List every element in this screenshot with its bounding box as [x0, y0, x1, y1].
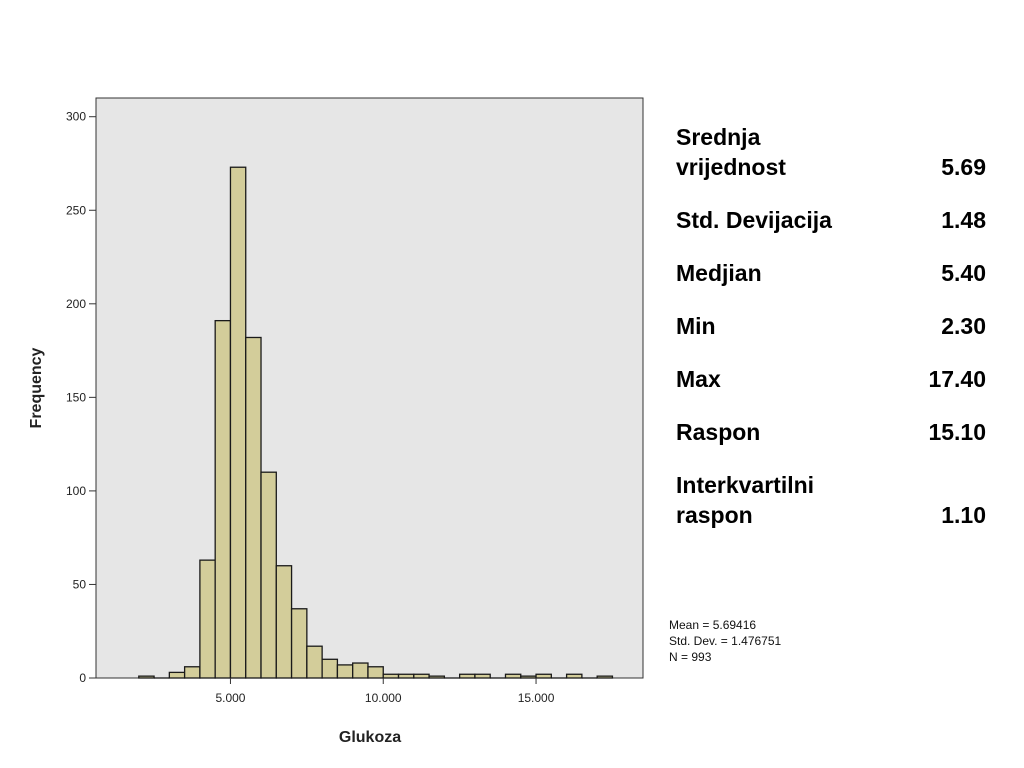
histogram-bar	[245, 336, 262, 679]
histogram-bar	[504, 673, 522, 679]
y-tick-label: 100	[66, 484, 86, 498]
x-axis-title: Glukoza	[339, 729, 401, 746]
histogram-bar	[458, 673, 476, 679]
stat-row: Medjian 5.40	[676, 258, 986, 288]
stat-row: Min 2.30	[676, 311, 986, 341]
statistics-table: Srednja vrijednost 5.69 Std. Devijacija 1.4…	[676, 122, 986, 553]
histogram-bar	[596, 675, 614, 679]
y-tick-label: 50	[73, 577, 87, 591]
y-axis-title: Frequency	[28, 347, 45, 428]
stat-row: Raspon 15.10	[676, 417, 986, 447]
stat-value: 5.69	[941, 154, 986, 180]
histogram-bar	[168, 671, 186, 679]
stat-row: Interkvartilni raspon 1.10	[676, 470, 986, 530]
histogram-bar	[275, 565, 293, 679]
stat-value: 17.40	[928, 366, 986, 392]
histogram-bar	[474, 673, 491, 679]
y-tick-label: 150	[66, 390, 86, 404]
histogram-bar	[413, 673, 430, 679]
histogram-bar	[397, 673, 415, 679]
histogram-bar	[565, 673, 583, 679]
x-tick-label: 15.000	[518, 691, 555, 705]
histogram-bar	[428, 675, 446, 679]
stat-value: 5.40	[941, 260, 986, 286]
stat-value: 2.30	[941, 313, 986, 339]
stats-annotation-line: Mean = 5.69416	[669, 618, 756, 632]
histogram-bars	[138, 166, 614, 679]
stat-value: 1.48	[941, 207, 986, 233]
histogram-bar	[229, 166, 247, 679]
plot-area	[95, 97, 644, 679]
stat-label: Srednja vrijednost	[676, 124, 786, 180]
histogram-bar	[336, 664, 354, 679]
stats-annotation: Mean = 5.69416 Std. Dev. = 1.476751 N = 99…	[669, 618, 782, 664]
histogram-bar	[214, 319, 232, 679]
histogram-bar	[535, 673, 552, 679]
y-axis: 0 50 100 150 200 250 300	[66, 110, 96, 685]
stat-value: 1.10	[941, 502, 986, 528]
histogram-bar	[199, 559, 216, 679]
histogram-bar	[352, 662, 369, 679]
stats-annotation-line: Std. Dev. = 1.476751	[669, 634, 782, 648]
y-tick-label: 200	[66, 297, 86, 311]
histogram-bar	[138, 675, 155, 679]
stat-row: Max 17.40	[676, 364, 986, 394]
y-tick-label: 300	[66, 110, 86, 124]
stat-row: Srednja vrijednost 5.69	[676, 122, 986, 182]
x-axis: 5.000 10.000 15.000	[215, 678, 555, 705]
histogram-bar	[367, 666, 384, 679]
histogram-bar	[183, 666, 201, 679]
stat-label: Std. Devijacija	[676, 207, 832, 233]
stat-row: Std. Devijacija 1.48	[676, 205, 986, 235]
stat-label: Max	[676, 366, 721, 392]
stat-label: Min	[676, 313, 716, 339]
x-tick-label: 10.000	[365, 691, 402, 705]
histogram-bar	[306, 645, 323, 679]
stat-label: Medjian	[676, 260, 762, 286]
histogram-bar	[290, 608, 308, 679]
stats-annotation-line: N = 993	[669, 650, 712, 664]
y-tick-label: 0	[79, 671, 86, 685]
stat-label: Interkvartilni raspon	[676, 472, 815, 528]
histogram-bar	[382, 673, 400, 679]
y-tick-label: 250	[66, 203, 86, 217]
stat-value: 15.10	[928, 419, 986, 445]
histogram-bar	[260, 471, 277, 679]
histogram-bar	[321, 658, 339, 679]
histogram-bar	[520, 675, 537, 679]
x-tick-label: 5.000	[215, 691, 245, 705]
stat-label: Raspon	[676, 419, 761, 445]
